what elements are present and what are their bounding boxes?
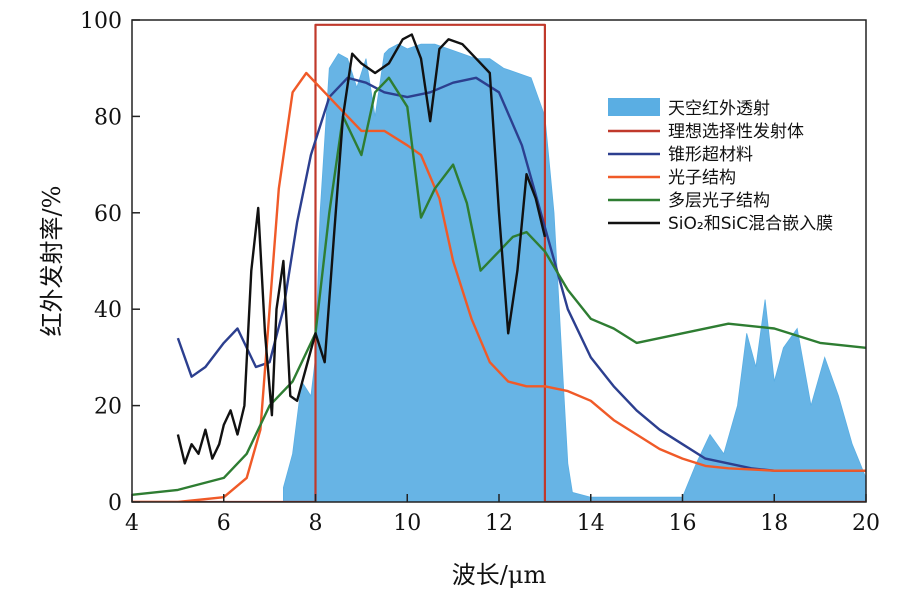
y-tick-label: 80 xyxy=(94,105,122,130)
series-line-4 xyxy=(132,76,866,496)
y-tick-label: 0 xyxy=(108,491,122,516)
series-line-2 xyxy=(176,76,866,472)
legend-item: SiO₂和SiC混合嵌入膜 xyxy=(608,214,833,234)
legend-item: 锥形超材料 xyxy=(608,145,753,165)
x-axis-title: 波长/μm xyxy=(452,561,547,589)
x-tick-label: 20 xyxy=(852,511,880,536)
x-tick-label: 6 xyxy=(217,511,231,536)
y-tick-label: 40 xyxy=(94,298,122,323)
series-line-1 xyxy=(132,23,866,502)
x-tick-label: 4 xyxy=(125,511,139,536)
x-axis: 4 6 8 10 12 14 16 18 20 xyxy=(125,494,880,536)
x-tick-label: 16 xyxy=(669,511,697,536)
y-axis-title: 红外发射率/% xyxy=(38,186,66,337)
y-tick-label: 60 xyxy=(94,202,122,227)
plot-area xyxy=(132,23,866,502)
legend-swatch xyxy=(608,98,660,116)
legend-label: 理想选择性发射体 xyxy=(668,122,804,142)
legend-item: 光子结构 xyxy=(608,168,736,188)
x-tick-label: 14 xyxy=(577,511,605,536)
legend-label: 天空红外透射 xyxy=(668,99,770,119)
y-tick-label: 20 xyxy=(94,395,122,420)
x-tick-label: 8 xyxy=(309,511,323,536)
x-tick-label: 18 xyxy=(760,511,788,536)
legend-item: 多层光子结构 xyxy=(608,191,770,211)
series-line-5 xyxy=(176,33,547,465)
legend-label: 光子结构 xyxy=(668,168,736,188)
series-line-3 xyxy=(132,71,866,502)
x-tick-label: 10 xyxy=(393,511,421,536)
legend-label: 锥形超材料 xyxy=(668,145,753,165)
y-tick-label: 100 xyxy=(80,9,122,34)
legend-label: 多层光子结构 xyxy=(668,191,770,211)
legend-item: 理想选择性发射体 xyxy=(608,122,804,142)
legend-item: 天空红外透射 xyxy=(608,98,770,119)
x-tick-label: 12 xyxy=(485,511,513,536)
y-axis: 0 20 40 60 80 100 xyxy=(80,9,140,516)
legend-label: SiO₂和SiC混合嵌入膜 xyxy=(668,214,833,234)
series-area-sky-transmission xyxy=(283,43,866,502)
